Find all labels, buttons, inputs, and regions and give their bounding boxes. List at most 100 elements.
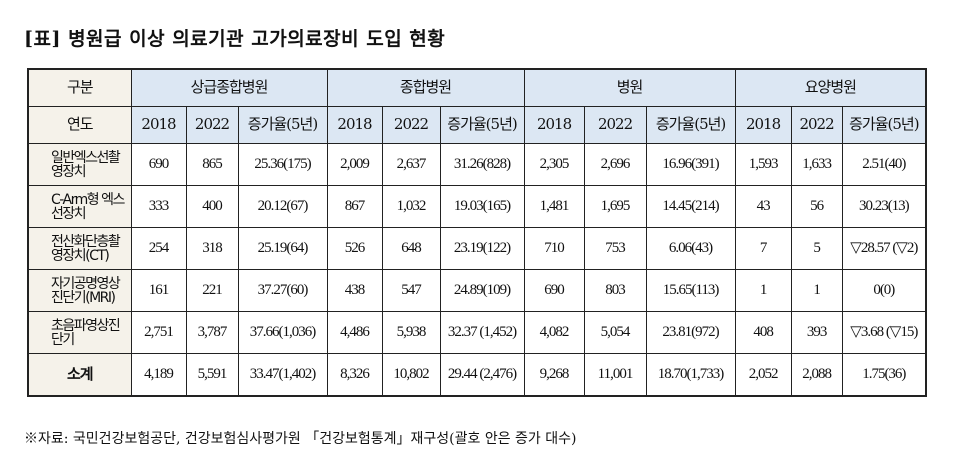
table-cell: 37.66(1,036) [237,311,328,354]
category-header: 구분 [27,68,132,107]
table-cell: 0(0) [841,269,927,312]
table-cell: 1,593 [734,143,792,186]
table-cell: ▽28.57 (▽2) [841,227,927,270]
group-header: 종합병원 [326,68,525,107]
subcol-header: 증가율(5년) [645,106,736,144]
table-cell: 318 [185,227,239,270]
table-cell: 1,481 [523,185,585,228]
table-row: 일반엑스선촬영장치 690 865 25.36(175) 2,009 2,637 31.26… [27,143,927,186]
year-header-row: 연도 2018 2022 증가율(5년) 2018 2022 증가율(5년) 2018 202… [27,106,927,144]
row-label: 일반엑스선촬영장치 [27,143,132,186]
table-cell: 3,787 [185,311,239,354]
table-cell: 408 [734,311,792,354]
subcol-header: 증가율(5년) [237,106,328,144]
table-cell: 4,189 [130,353,187,397]
table-cell: 2,305 [523,143,585,186]
row-label: 전산화단층촬영장치(CT) [27,227,132,270]
table-cell: 37.27(60) [237,269,328,312]
table-cell: 690 [523,269,585,312]
subcol-header: 2022 [790,106,843,144]
table-cell: 2,052 [734,353,792,397]
table-cell: 867 [326,185,383,228]
table-cell: 2,637 [381,143,441,186]
table-cell: 8,326 [326,353,383,397]
table-cell: 803 [583,269,647,312]
table-cell: 2,696 [583,143,647,186]
table-row: C-Arm형 엑스선장치 333 400 20.12(67) 867 1,032 19.03… [27,185,927,228]
table-cell: 10,802 [381,353,441,397]
table-cell: 33.47(1,402) [237,353,328,397]
table-cell: 7 [734,227,792,270]
table-cell: 30.23(13) [841,185,927,228]
table-cell: 221 [185,269,239,312]
table-cell: ▽3.68 (▽15) [841,311,927,354]
table-cell: 31.26(828) [439,143,525,186]
subcol-header: 2018 [130,106,187,144]
table-cell: 547 [381,269,441,312]
footnote: ※자료: 국민건강보험공단, 건강보험심사평가원 「건강보험통계」재구성(괄호 … [24,431,577,447]
table-cell: 1 [734,269,792,312]
year-header: 연도 [27,106,132,144]
table-cell: 20.12(67) [237,185,328,228]
subcol-header: 증가율(5년) [841,106,927,144]
table-cell: 710 [523,227,585,270]
table-cell: 9,268 [523,353,585,397]
table-cell: 526 [326,227,383,270]
table-cell: 753 [583,227,647,270]
table-cell: 393 [790,311,843,354]
table-cell: 16.96(391) [645,143,736,186]
table-cell: 1.75(36) [841,353,927,397]
group-header: 요양병원 [734,68,927,107]
subcol-header: 증가율(5년) [439,106,525,144]
table-cell: 2,009 [326,143,383,186]
table-cell: 18.70(1,733) [645,353,736,397]
row-label: 소계 [27,353,132,397]
row-label: C-Arm형 엑스선장치 [27,185,132,228]
table-cell: 43 [734,185,792,228]
table-cell: 400 [185,185,239,228]
table-cell: 2,088 [790,353,843,397]
table-cell: 690 [130,143,187,186]
table-cell: 14.45(214) [645,185,736,228]
table-cell: 1,032 [381,185,441,228]
table-cell: 29.44 (2,476) [439,353,525,397]
table-cell: 1 [790,269,843,312]
table-cell: 23.81(972) [645,311,736,354]
subcol-header: 2018 [523,106,585,144]
table-cell: 333 [130,185,187,228]
table-cell: 161 [130,269,187,312]
table-cell: 4,082 [523,311,585,354]
subcol-header: 2022 [381,106,441,144]
table-cell: 25.19(64) [237,227,328,270]
row-label: 초음파영상진단기 [27,311,132,354]
table-row: 초음파영상진단기 2,751 3,787 37.66(1,036) 4,486 5,938… [27,311,927,354]
table-cell: 5 [790,227,843,270]
table-cell: 56 [790,185,843,228]
table-cell: 11,001 [583,353,647,397]
table-row: 자기공명영상진단기(MRI) 161 221 37.27(60) 438 547 24.89… [27,269,927,312]
row-label: 자기공명영상진단기(MRI) [27,269,132,312]
subcol-header: 2018 [734,106,792,144]
table-cell: 5,591 [185,353,239,397]
table-cell: 19.03(165) [439,185,525,228]
table-row: 전산화단층촬영장치(CT) 254 318 25.19(64) 526 648 23.19(… [27,227,927,270]
table-cell: 32.37 (1,452) [439,311,525,354]
table-cell: 6.06(43) [645,227,736,270]
subcol-header: 2022 [583,106,647,144]
group-header-row: 구분 상급종합병원 종합병원 병원 요양병원 [27,68,927,107]
table-cell: 23.19(122) [439,227,525,270]
subcol-header: 2022 [185,106,239,144]
table-cell: 1,695 [583,185,647,228]
table-row: 소계 4,189 5,591 33.47(1,402) 8,326 10,802 29.44… [27,353,927,397]
table-cell: 865 [185,143,239,186]
table-cell: 15.65(113) [645,269,736,312]
table-cell: 5,054 [583,311,647,354]
table-cell: 2.51(40) [841,143,927,186]
table-cell: 25.36(175) [237,143,328,186]
subcol-header: 2018 [326,106,383,144]
table-cell: 1,633 [790,143,843,186]
table-cell: 438 [326,269,383,312]
equipment-table: 구분 상급종합병원 종합병원 병원 요양병원 연도 2018 2022 증가율(5년… [27,68,928,397]
table-cell: 24.89(109) [439,269,525,312]
group-header: 상급종합병원 [130,68,328,107]
